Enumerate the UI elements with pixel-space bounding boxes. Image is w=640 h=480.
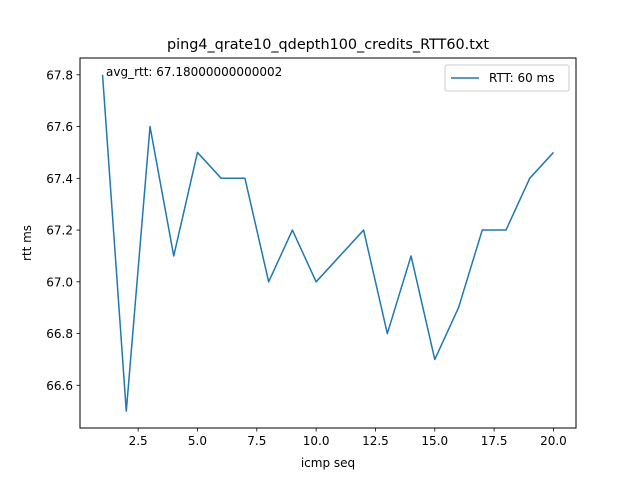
x-tick-label: 2.5 [129, 434, 148, 448]
x-tick-label: 7.5 [247, 434, 266, 448]
y-axis-label: rtt ms [20, 225, 34, 261]
legend-box [444, 64, 570, 92]
x-tick-label: 17.5 [481, 434, 508, 448]
x-tick-label: 15.0 [421, 434, 448, 448]
chart-title: ping4_qrate10_qdepth100_credits_RTT60.tx… [167, 37, 489, 53]
legend: RTT: 60 ms [444, 64, 570, 92]
x-tick-label: 12.5 [362, 434, 389, 448]
series-layer [101, 74, 555, 412]
rtt-series-line [101, 74, 555, 412]
y-tick-label: 67.2 [46, 224, 73, 238]
avg-rtt-annotation: avg_rtt: 67.18000000000002 [106, 65, 282, 79]
plot-area [80, 58, 576, 428]
x-axis-label: icmp seq [301, 456, 355, 470]
y-axis-ticks: 66.6 66.8 67.0 67.2 67.4 67.6 67.8 [46, 68, 80, 393]
y-tick-label: 67.4 [46, 172, 73, 186]
y-tick-label: 66.8 [46, 327, 73, 341]
y-tick-label: 66.6 [46, 379, 73, 393]
y-tick-label: 67.6 [46, 120, 73, 134]
x-tick-label: 10.0 [303, 434, 330, 448]
legend-label: RTT: 60 ms [489, 71, 554, 85]
x-tick-label: 20.0 [540, 434, 567, 448]
plot-frame [79, 57, 577, 429]
y-tick-label: 67.0 [46, 275, 73, 289]
y-tick-label: 67.8 [46, 68, 73, 82]
x-tick-label: 5.0 [188, 434, 207, 448]
x-axis-ticks: 2.5 5.0 7.5 10.0 12.5 15.0 17.5 20.0 [129, 428, 567, 448]
